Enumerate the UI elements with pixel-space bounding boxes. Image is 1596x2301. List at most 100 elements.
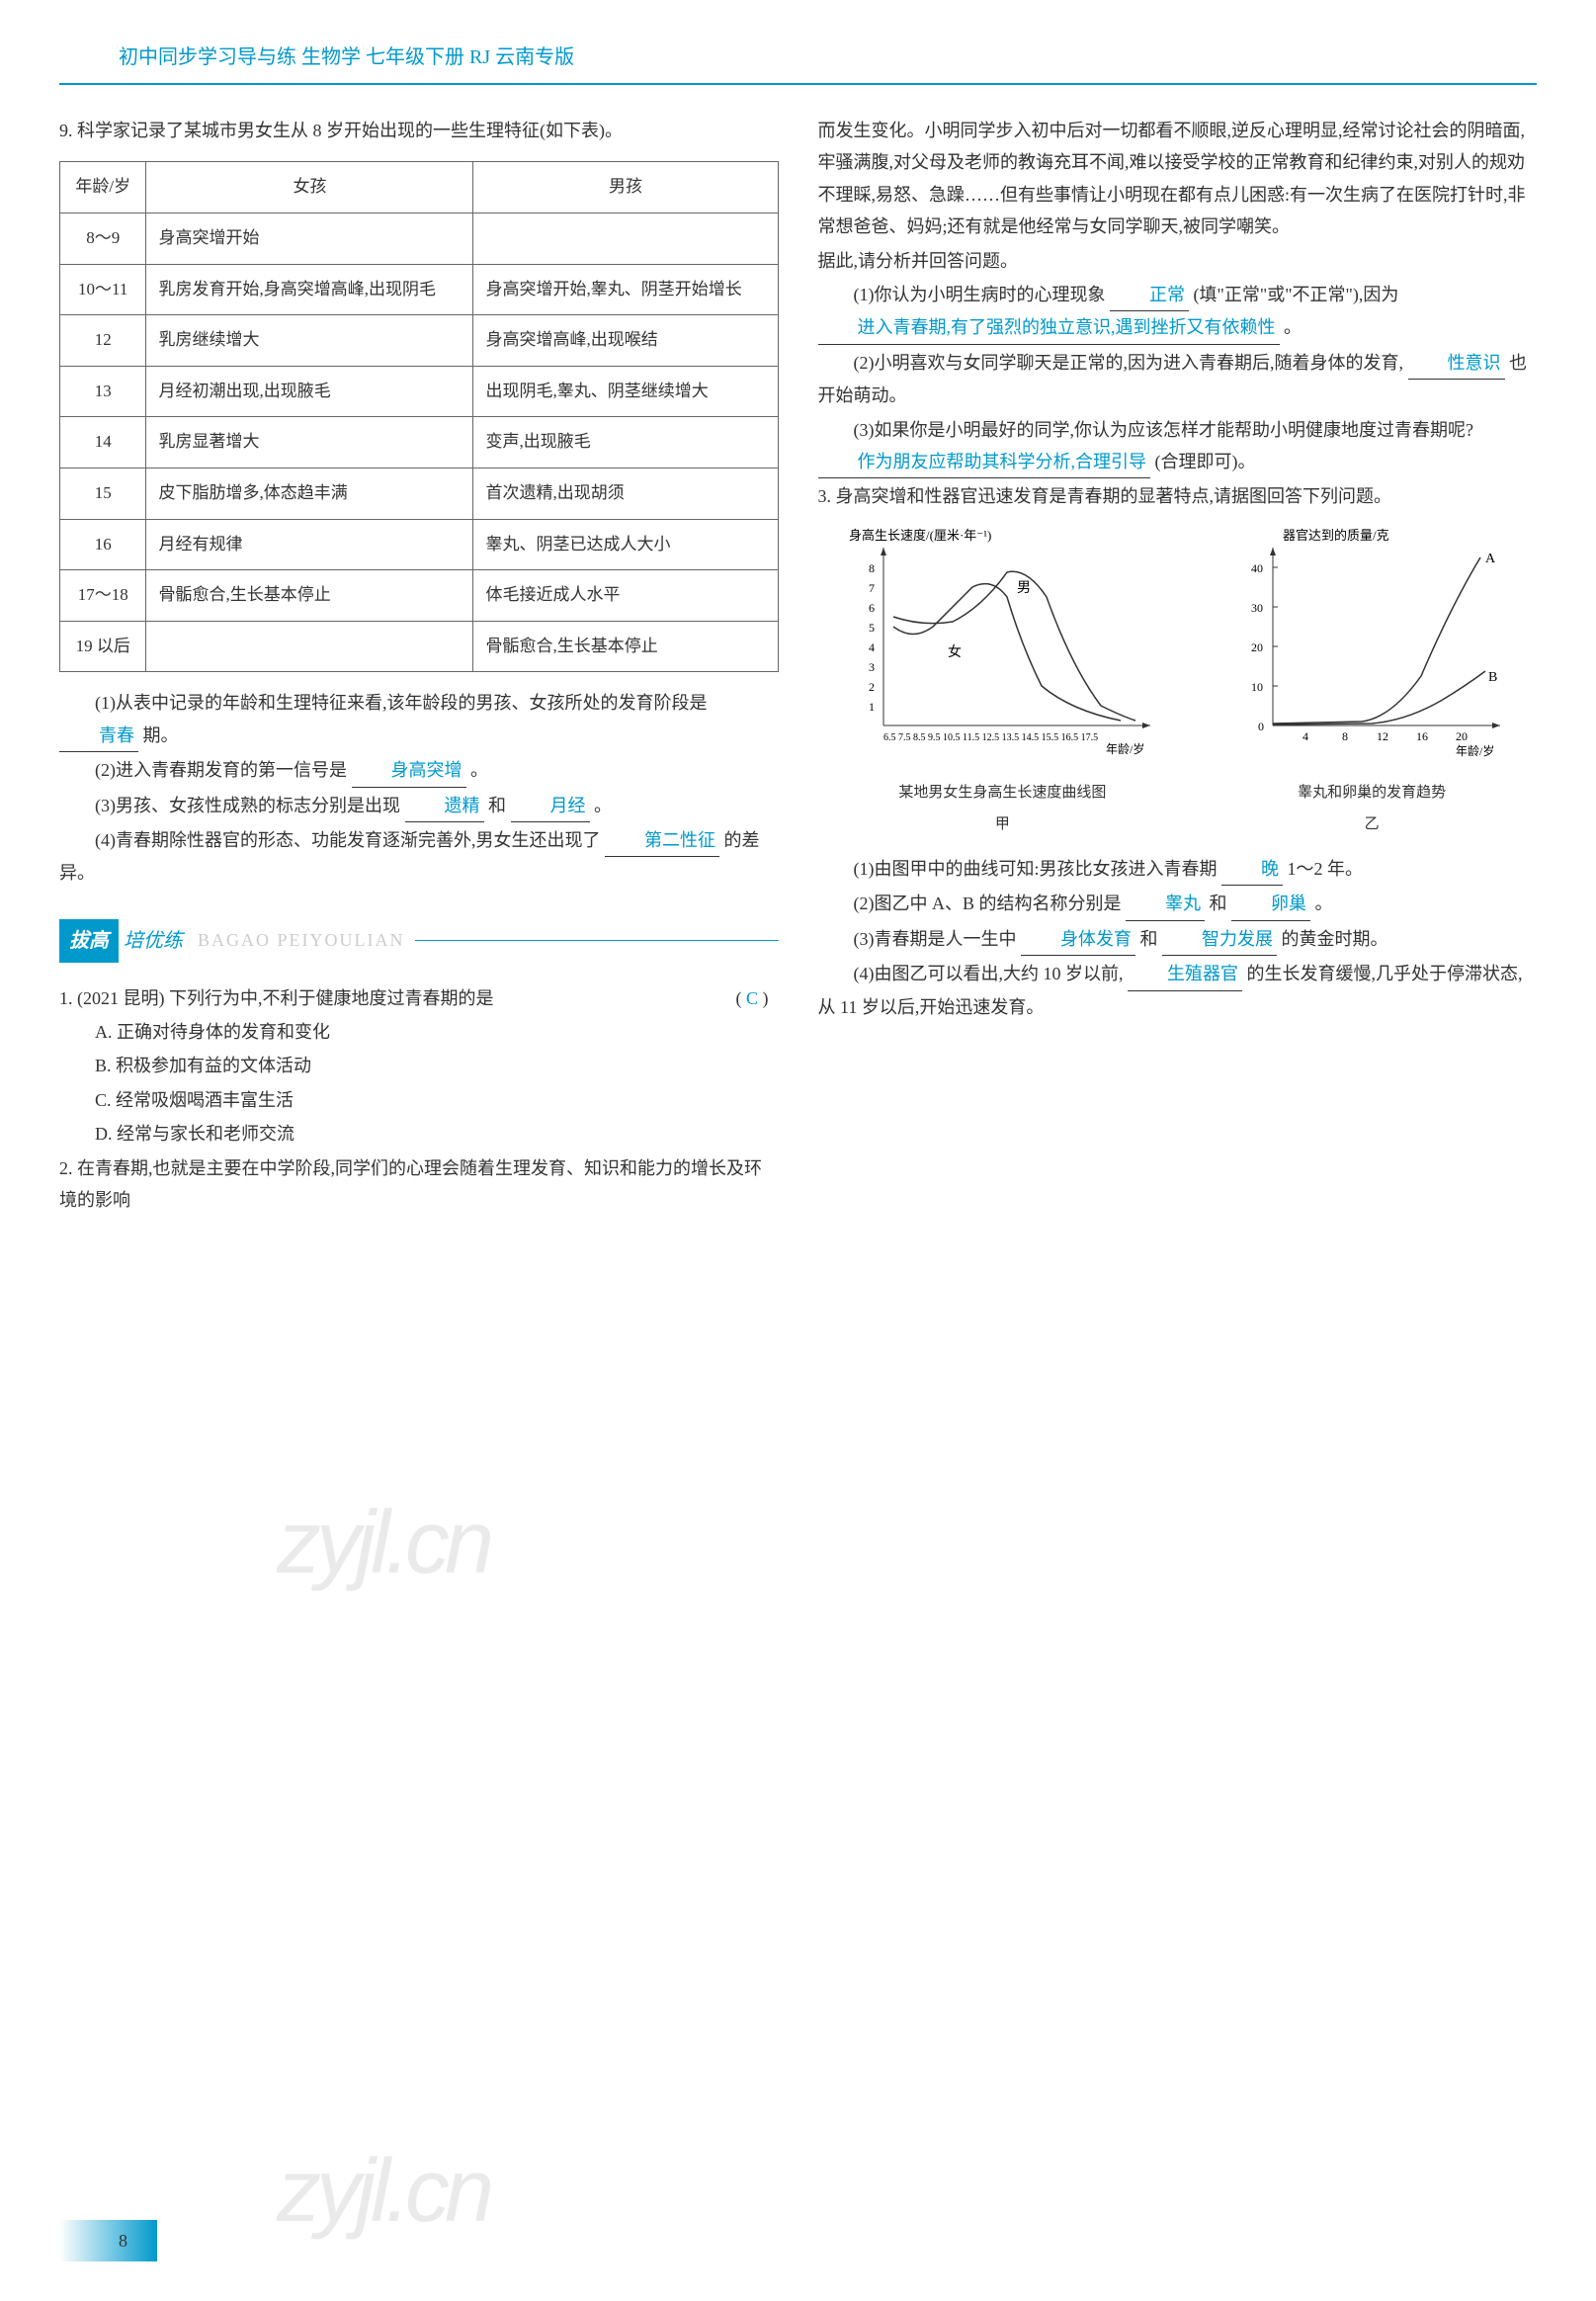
chart2-svg: 器官达到的质量/克 40 30 20 10 0 A: [1233, 528, 1510, 765]
answer: 正常: [1110, 279, 1189, 311]
table-header: 女孩: [146, 162, 473, 213]
q3-sub3: (3)青春期是人一生中 身体发育 和 智力发展 的黄金时期。: [818, 923, 1538, 956]
table-cell: [473, 213, 778, 264]
q9-intro: 9. 科学家记录了某城市男女生从 8 岁开始出现的一些生理特征(如下表)。: [59, 115, 779, 146]
table-cell: 乳房显著增大: [146, 417, 473, 469]
svg-text:3: 3: [869, 660, 875, 674]
answer: 智力发展: [1162, 923, 1277, 956]
svg-text:年龄/岁: 年龄/岁: [1456, 743, 1494, 758]
q1-text: 下列行为中,不利于健康地度过青春期的是: [169, 988, 494, 1008]
table-cell: 皮下脂肪增多,体态趋丰满: [146, 468, 473, 519]
answer: 遗精: [405, 790, 484, 822]
chart2-ylabel: 器官达到的质量/克: [1283, 528, 1389, 543]
q3-sub2: (2)图乙中 A、B 的结构名称分别是 睾丸 和 卵巢 。: [818, 888, 1538, 920]
svg-text:0: 0: [1258, 720, 1264, 733]
table-cell: 出现阴毛,睾丸、阴茎继续增大: [473, 366, 778, 417]
q2-sub3: (3)如果你是小明最好的同学,你认为应该怎样才能帮助小明健康地度过青春期呢? 作…: [818, 414, 1538, 479]
q2-sub2: (2)小明喜欢与女同学聊天是正常的,因为进入青春期后,随着身体的发育, 性意识 …: [818, 347, 1538, 412]
q9-sub4: (4)青春期除性器官的形态、功能发育逐渐完善外,男女生还出现了 第二性征 的差异…: [59, 824, 779, 890]
svg-text:年龄/岁: 年龄/岁: [1106, 741, 1144, 756]
answer: 作为朋友应帮助其科学分析,合理引导: [818, 446, 1151, 478]
table-cell: 16: [60, 519, 146, 570]
svg-text:女: 女: [948, 643, 962, 660]
svg-text:A: A: [1485, 552, 1496, 566]
section-header: 拔高 培优练 BAGAO PEIYOULIAN: [59, 919, 779, 963]
chart1-svg: 身高生长速度/(厘米·年⁻¹) 8 7 6 5 4 3 2 1 女: [844, 528, 1160, 765]
table-cell: 身高突增开始: [146, 213, 473, 264]
svg-text:7: 7: [869, 581, 875, 595]
table-cell: 睾丸、阴茎已达成人大小: [473, 519, 778, 570]
q9-sub3: (3)男孩、女孩性成熟的标志分别是出现 遗精 和 月经 。: [59, 790, 779, 822]
table-cell: 乳房继续增大: [146, 315, 473, 367]
q9-table: 年龄/岁 女孩 男孩 8～9身高突增开始 10～11乳房发育开始,身高突增高峰,…: [59, 161, 779, 672]
answer: 睾丸: [1126, 888, 1205, 920]
watermark: zyjl.cn: [277, 1463, 489, 1623]
q1-num: 1.: [59, 988, 73, 1008]
answer-letter: C: [746, 988, 758, 1008]
table-header: 男孩: [473, 162, 778, 213]
q9-num: 9.: [59, 121, 73, 140]
chart1-caption: 某地男女生身高生长速度曲线图: [844, 780, 1160, 807]
table-cell: 15: [60, 468, 146, 519]
main-content: 9. 科学家记录了某城市男女生从 8 岁开始出现的一些生理特征(如下表)。 年龄…: [59, 115, 1537, 1218]
svg-text:20: 20: [1251, 640, 1263, 654]
q3-sub1: (1)由图甲中的曲线可知:男孩比女孩进入青春期 晚 1～2 年。: [818, 853, 1538, 886]
chart2-caption: 睾丸和卵巢的发育趋势: [1233, 780, 1510, 807]
svg-text:2: 2: [869, 680, 875, 694]
q3-text: 身高突增和性器官迅速发育是青春期的显著特点,请据图回答下列问题。: [836, 486, 1392, 506]
table-cell: 乳房发育开始,身高突增高峰,出现阴毛: [146, 264, 473, 315]
svg-text:6.5 7.5 8.5 9.5 10.5 11.5 12.5: 6.5 7.5 8.5 9.5 10.5 11.5 12.5 13.5 14.5…: [883, 732, 1098, 743]
chart-yi: 器官达到的质量/克 40 30 20 10 0 A: [1233, 528, 1510, 838]
option-b: B. 积极参加有益的文体活动: [95, 1050, 779, 1081]
answer: 生殖器官: [1128, 958, 1242, 990]
chart1-ylabel: 身高生长速度/(厘米·年⁻¹): [849, 528, 991, 543]
table-cell: 10～11: [60, 264, 146, 315]
table-cell: 变声,出现腋毛: [473, 417, 778, 469]
svg-text:8: 8: [1342, 729, 1348, 743]
svg-text:6: 6: [869, 601, 875, 615]
answer: 晚: [1221, 853, 1283, 886]
table-cell: 8～9: [60, 213, 146, 264]
q3-intro: 3. 身高突增和性器官迅速发育是青春期的显著特点,请据图回答下列问题。: [818, 480, 1538, 512]
answer: 第二性征: [605, 824, 719, 857]
answer: 身高突增: [352, 754, 466, 787]
answer-paren: ( C ): [735, 982, 768, 1014]
chart1-name: 甲: [844, 811, 1160, 838]
answer: 卵巢: [1231, 888, 1310, 920]
table-cell: [146, 621, 473, 672]
q3-sub4: (4)由图乙可以看出,大约 10 岁以前, 生殖器官 的生长发育缓慢,几乎处于停…: [818, 958, 1538, 1023]
q2-prompt: 据此,请分析并回答问题。: [818, 245, 1538, 277]
svg-text:4: 4: [869, 640, 875, 654]
section-line: [415, 940, 779, 941]
table-cell: 身高突增开始,睾丸、阴茎开始增长: [473, 264, 778, 315]
svg-text:20: 20: [1456, 729, 1468, 743]
svg-text:8: 8: [869, 561, 875, 575]
q2-sub1: (1)你认为小明生病时的心理现象 正常 (填"正常"或"不正常"),因为 进入青…: [818, 279, 1538, 345]
q1: 1. (2021 昆明) 下列行为中,不利于健康地度过青春期的是 ( C ): [59, 982, 779, 1014]
answer: 身体发育: [1021, 923, 1135, 956]
table-cell: 骨骺愈合,生长基本停止: [146, 570, 473, 622]
chart2-name: 乙: [1233, 811, 1510, 838]
right-column: 而发生变化。小明同学步入初中后对一切都看不顺眼,逆反心理明显,经常讨论社会的阴暗…: [818, 115, 1538, 1218]
q3-num: 3.: [818, 486, 832, 506]
table-cell: 13: [60, 366, 146, 417]
svg-text:12: 12: [1377, 729, 1388, 743]
q9-sub1: (1)从表中记录的年龄和生理特征来看,该年龄段的男孩、女孩所处的发育阶段是 青春…: [59, 687, 779, 752]
answer: 月经: [511, 790, 590, 822]
table-cell: 12: [60, 315, 146, 367]
watermark: zyjl.cn: [277, 2111, 489, 2271]
section-title: 培优练: [124, 923, 183, 959]
table-cell: 体毛接近成人水平: [473, 570, 778, 622]
option-d: D. 经常与家长和老师交流: [95, 1118, 779, 1150]
charts: 身高生长速度/(厘米·年⁻¹) 8 7 6 5 4 3 2 1 女: [818, 528, 1538, 838]
svg-text:B: B: [1488, 670, 1497, 685]
table-cell: 首次遗精,出现胡须: [473, 468, 778, 519]
table-cell: 17～18: [60, 570, 146, 622]
svg-text:5: 5: [869, 621, 875, 635]
header-title: 初中同步学习导与练 生物学 七年级下册 RJ 云南专版: [119, 46, 574, 68]
table-cell: 月经初潮出现,出现腋毛: [146, 366, 473, 417]
left-column: 9. 科学家记录了某城市男女生从 8 岁开始出现的一些生理特征(如下表)。 年龄…: [59, 115, 779, 1218]
page-header: 初中同步学习导与练 生物学 七年级下册 RJ 云南专版: [59, 40, 1537, 85]
table-cell: 14: [60, 417, 146, 469]
q1-source: (2021 昆明): [77, 988, 165, 1008]
